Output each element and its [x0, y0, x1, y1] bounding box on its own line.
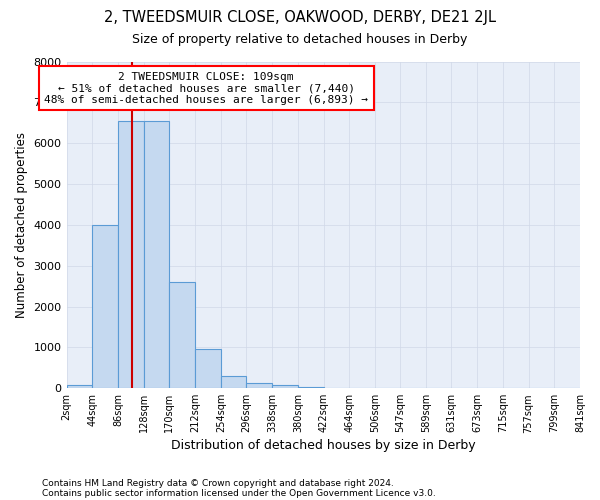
Bar	[247, 383, 272, 388]
Bar	[221, 376, 247, 388]
Bar	[298, 387, 323, 388]
Bar	[169, 282, 195, 388]
Bar	[92, 225, 118, 388]
Text: 2, TWEEDSMUIR CLOSE, OAKWOOD, DERBY, DE21 2JL: 2, TWEEDSMUIR CLOSE, OAKWOOD, DERBY, DE2…	[104, 10, 496, 25]
Text: Contains HM Land Registry data © Crown copyright and database right 2024.: Contains HM Land Registry data © Crown c…	[42, 478, 394, 488]
Bar	[67, 385, 92, 388]
Text: Contains public sector information licensed under the Open Government Licence v3: Contains public sector information licen…	[42, 488, 436, 498]
Bar	[195, 350, 221, 388]
Text: 2 TWEEDSMUIR CLOSE: 109sqm
← 51% of detached houses are smaller (7,440)
48% of s: 2 TWEEDSMUIR CLOSE: 109sqm ← 51% of deta…	[44, 72, 368, 105]
Text: Size of property relative to detached houses in Derby: Size of property relative to detached ho…	[133, 32, 467, 46]
Bar	[118, 120, 143, 388]
Y-axis label: Number of detached properties: Number of detached properties	[15, 132, 28, 318]
X-axis label: Distribution of detached houses by size in Derby: Distribution of detached houses by size …	[171, 440, 476, 452]
Bar	[143, 120, 169, 388]
Bar	[272, 385, 298, 388]
